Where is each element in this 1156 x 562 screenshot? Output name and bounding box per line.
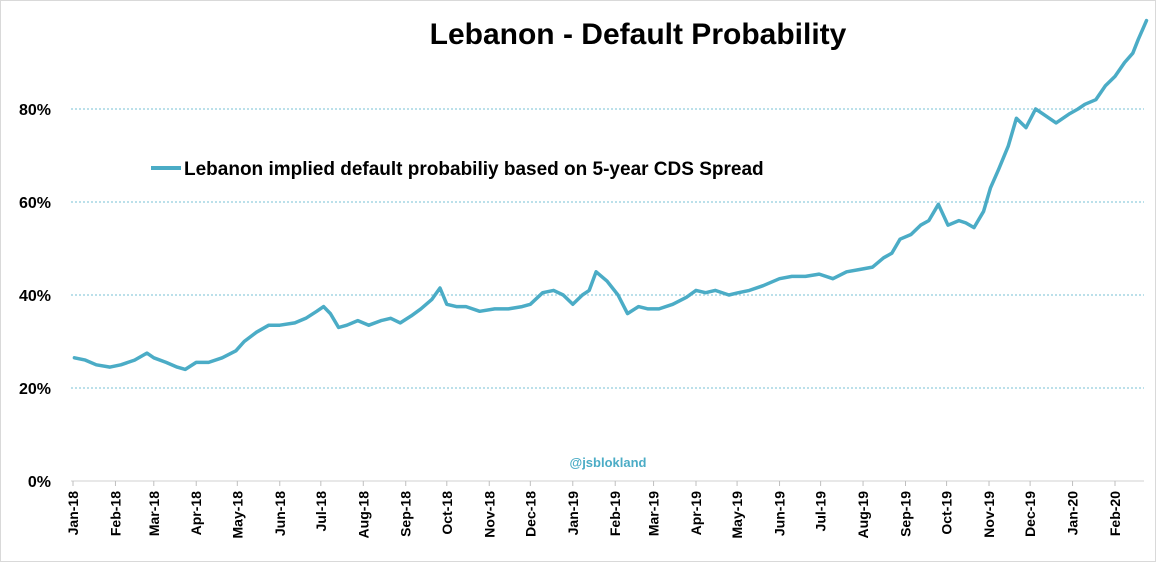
x-tick-label: Jul-19 bbox=[813, 491, 829, 532]
y-tick-label: 0% bbox=[28, 474, 51, 491]
series-line bbox=[72, 18, 1149, 372]
y-tick-label: 60% bbox=[19, 195, 51, 212]
y-tick-label: 80% bbox=[19, 102, 51, 119]
x-tick-label: Nov-19 bbox=[981, 491, 997, 538]
x-tick-label: Mar-19 bbox=[646, 491, 662, 536]
x-tick-label: Jun-18 bbox=[272, 491, 288, 536]
x-tick-label: Aug-18 bbox=[355, 491, 371, 539]
x-tick-label: Oct-18 bbox=[439, 491, 455, 535]
x-tick-label: Feb-18 bbox=[107, 491, 123, 536]
y-tick-label: 40% bbox=[19, 288, 51, 305]
legend-label: Lebanon implied default probabiliy based… bbox=[184, 159, 764, 180]
y-tick-label: 20% bbox=[19, 381, 51, 398]
x-tick-label: Jul-18 bbox=[313, 491, 329, 532]
legend: Lebanon implied default probabiliy based… bbox=[151, 159, 764, 180]
watermark: @jsblokland bbox=[570, 455, 647, 470]
x-tick-label: Jan-19 bbox=[565, 491, 581, 536]
chart-title: Lebanon - Default Probability bbox=[430, 18, 847, 51]
series-layer bbox=[72, 18, 1149, 372]
x-tick-label: Jun-19 bbox=[772, 491, 788, 536]
x-tick-label: Apr-19 bbox=[688, 491, 704, 536]
x-tick-label: Jan-20 bbox=[1065, 491, 1081, 536]
x-tick-label: Sep-18 bbox=[398, 491, 414, 537]
x-axis: Jan-18 Feb-18 Mar-18 Apr-18 May-18 Jun-18 Jul-… bbox=[65, 481, 1123, 538]
x-tick-label: Dec-19 bbox=[1022, 491, 1038, 537]
x-tick-label: Oct-19 bbox=[939, 491, 955, 535]
x-tick-label: Sep-19 bbox=[898, 491, 914, 537]
grid-layer bbox=[71, 108, 1144, 389]
x-tick-label: Feb-19 bbox=[607, 491, 623, 536]
y-axis: 0% 20% 40% 60% 80% bbox=[19, 102, 51, 491]
x-tick-label: Apr-18 bbox=[188, 491, 204, 536]
x-tick-label: Nov-18 bbox=[481, 491, 497, 538]
x-tick-label: Aug-19 bbox=[855, 491, 871, 539]
x-tick-label: Dec-18 bbox=[522, 491, 538, 537]
x-tick-label: May-18 bbox=[229, 491, 245, 539]
x-tick-label: Feb-20 bbox=[1107, 491, 1123, 536]
x-tick-label: May-19 bbox=[729, 491, 745, 539]
x-tick-label: Mar-18 bbox=[146, 491, 162, 536]
x-tick-label: Jan-18 bbox=[65, 491, 81, 536]
